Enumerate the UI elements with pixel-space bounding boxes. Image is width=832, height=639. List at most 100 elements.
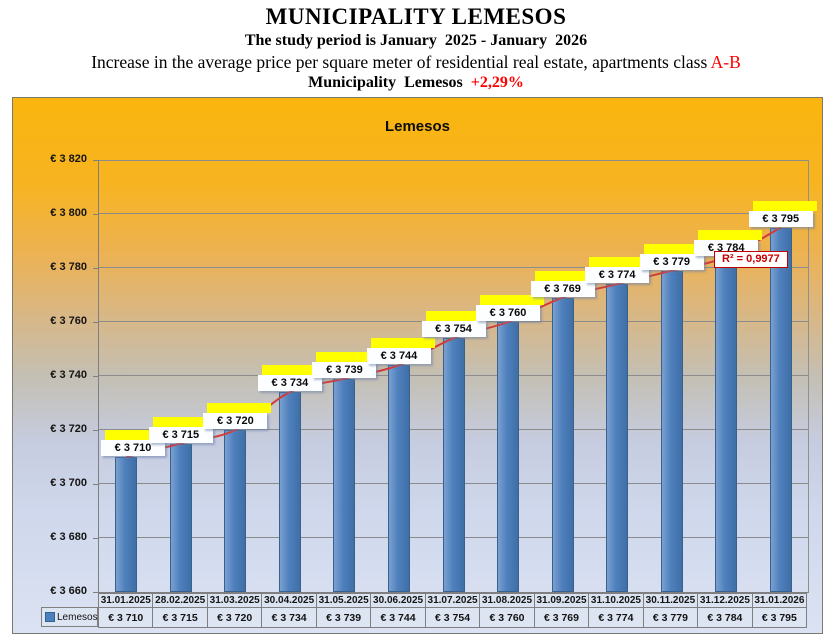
bar-value-label: € 3 769 <box>530 270 599 297</box>
label-highlight <box>643 243 708 254</box>
y-axis-tick <box>93 214 98 215</box>
value-cell: € 3 760 <box>479 607 535 628</box>
plot-area: € 3 710 € 3 715 € 3 720 € 3 734 € 3 739 € 3 7… <box>98 160 817 593</box>
x-axis-cell: 31.12.2025 <box>697 593 753 608</box>
label-highlight <box>698 230 763 241</box>
x-axis-cell: 30.11.2025 <box>642 593 699 608</box>
label-value: € 3 720 <box>203 413 268 429</box>
label-highlight <box>152 416 217 427</box>
label-highlight <box>261 365 326 376</box>
report-header: MUNICIPALITY LEMESOS The study period is… <box>0 3 832 93</box>
label-highlight <box>105 430 169 440</box>
y-axis-label: € 3 760 <box>50 315 87 327</box>
chart-title: Lemesos <box>384 118 451 135</box>
study-period: The study period is January 2025 - Janua… <box>244 32 588 49</box>
chart-frame: Lemesos € 3 710 € 3 715 € 3 720 € 3 734 € 3 … <box>12 97 823 634</box>
label-value: € 3 754 <box>421 321 486 338</box>
y-axis-label: € 3 820 <box>50 153 87 165</box>
bar-value-label: € 3 739 <box>312 351 381 378</box>
bar-value-label: € 3 744 <box>366 338 435 365</box>
label-highlight <box>207 403 272 413</box>
r-squared-label: R² = 0,9977 <box>714 251 788 268</box>
label-highlight <box>534 270 599 281</box>
label-value: € 3 769 <box>530 280 595 297</box>
bar-value-label: € 3 774 <box>585 257 654 284</box>
value-cell: € 3 734 <box>261 607 317 628</box>
bar-value-label: € 3 754 <box>421 311 490 338</box>
x-axis-cell: 31.10.2025 <box>588 593 644 608</box>
value-cell: € 3 769 <box>533 607 590 628</box>
x-axis-cell: 30.06.2025 <box>370 593 426 608</box>
gridline <box>99 213 808 214</box>
x-axis-cell: 30.04.2025 <box>261 593 317 608</box>
value-cell: € 3 739 <box>315 607 372 628</box>
x-axis: 31.01.2025 28.02.2025 31.03.2025 30.04.2025… <box>98 593 808 608</box>
y-axis-tick <box>93 268 98 269</box>
label-value: € 3 774 <box>585 267 650 284</box>
label-highlight <box>589 257 654 268</box>
increase-percent: +2,29% <box>470 74 524 91</box>
y-axis-tick <box>93 592 98 593</box>
y-axis-label: € 3 780 <box>50 261 87 273</box>
x-axis-cell: 31.07.2025 <box>424 593 481 608</box>
bar-value-label: € 3 720 <box>203 403 272 429</box>
label-highlight <box>316 351 381 362</box>
x-axis-cell: 31.01.2026 <box>751 593 808 608</box>
bar <box>115 457 138 592</box>
y-axis-label: € 3 700 <box>50 477 87 489</box>
value-cell: € 3 779 <box>642 607 699 628</box>
value-cell: € 3 715 <box>152 607 208 628</box>
label-value: € 3 739 <box>312 361 377 378</box>
gridline <box>99 160 808 161</box>
y-axis-tick <box>93 538 98 539</box>
y-axis-label: € 3 680 <box>50 531 87 543</box>
label-value: € 3 734 <box>257 375 322 392</box>
y-axis-label: € 3 740 <box>50 369 87 381</box>
y-axis-tick <box>93 484 98 485</box>
label-value: € 3 779 <box>639 253 704 270</box>
bar-value-label: € 3 795 <box>748 200 817 227</box>
description-text: Increase in the average price per square… <box>91 52 711 72</box>
label-value: € 3 744 <box>366 348 431 365</box>
label-value: € 3 795 <box>748 210 813 227</box>
x-axis-cell: 31.05.2025 <box>315 593 372 608</box>
bar-value-label: € 3 760 <box>476 295 545 321</box>
legend-label: Lemesos <box>57 611 98 623</box>
y-axis-tick <box>93 430 98 431</box>
value-row: € 3 710 € 3 715 € 3 720 € 3 734 € 3 739 € 3 7… <box>98 607 808 628</box>
page-title: MUNICIPALITY LEMESOS <box>265 4 567 29</box>
x-axis-cell: 31.08.2025 <box>479 593 535 608</box>
x-axis-cell: 31.09.2025 <box>533 593 590 608</box>
x-axis-cell: 28.02.2025 <box>152 593 208 608</box>
legend-swatch-icon <box>45 612 55 622</box>
label-highlight <box>480 295 545 305</box>
value-cell: € 3 744 <box>370 607 426 628</box>
bar-value-label: € 3 710 <box>101 430 169 456</box>
apartment-class: A-B <box>710 52 741 72</box>
value-cell: € 3 720 <box>206 607 263 628</box>
label-highlight <box>370 338 435 349</box>
label-value: € 3 760 <box>476 305 541 321</box>
y-axis-tick <box>93 322 98 323</box>
x-axis-cell: 31.03.2025 <box>206 593 263 608</box>
bar-value-label: € 3 715 <box>148 416 217 443</box>
value-cell: € 3 754 <box>424 607 481 628</box>
value-cell: € 3 710 <box>98 607 154 628</box>
trendline <box>126 226 782 458</box>
value-cell: € 3 784 <box>697 607 753 628</box>
y-axis-label: € 3 660 <box>50 585 87 597</box>
description-line: Increase in the average price per square… <box>0 51 832 73</box>
y-axis-tick <box>93 376 98 377</box>
value-cell: € 3 774 <box>588 607 644 628</box>
x-axis-cell: 31.01.2025 <box>98 593 154 608</box>
label-value: € 3 710 <box>101 440 165 456</box>
summary-line: Municipality Lemesos +2,29% <box>0 73 832 93</box>
y-axis-label: € 3 800 <box>50 207 87 219</box>
legend: Lemesos <box>41 607 98 627</box>
y-axis-tick <box>93 160 98 161</box>
bar-value-label: € 3 734 <box>257 365 326 392</box>
summary-text: Municipality Lemesos <box>308 74 471 91</box>
label-highlight <box>425 311 490 322</box>
gridline <box>99 267 808 268</box>
bar-value-label: € 3 779 <box>639 243 708 270</box>
